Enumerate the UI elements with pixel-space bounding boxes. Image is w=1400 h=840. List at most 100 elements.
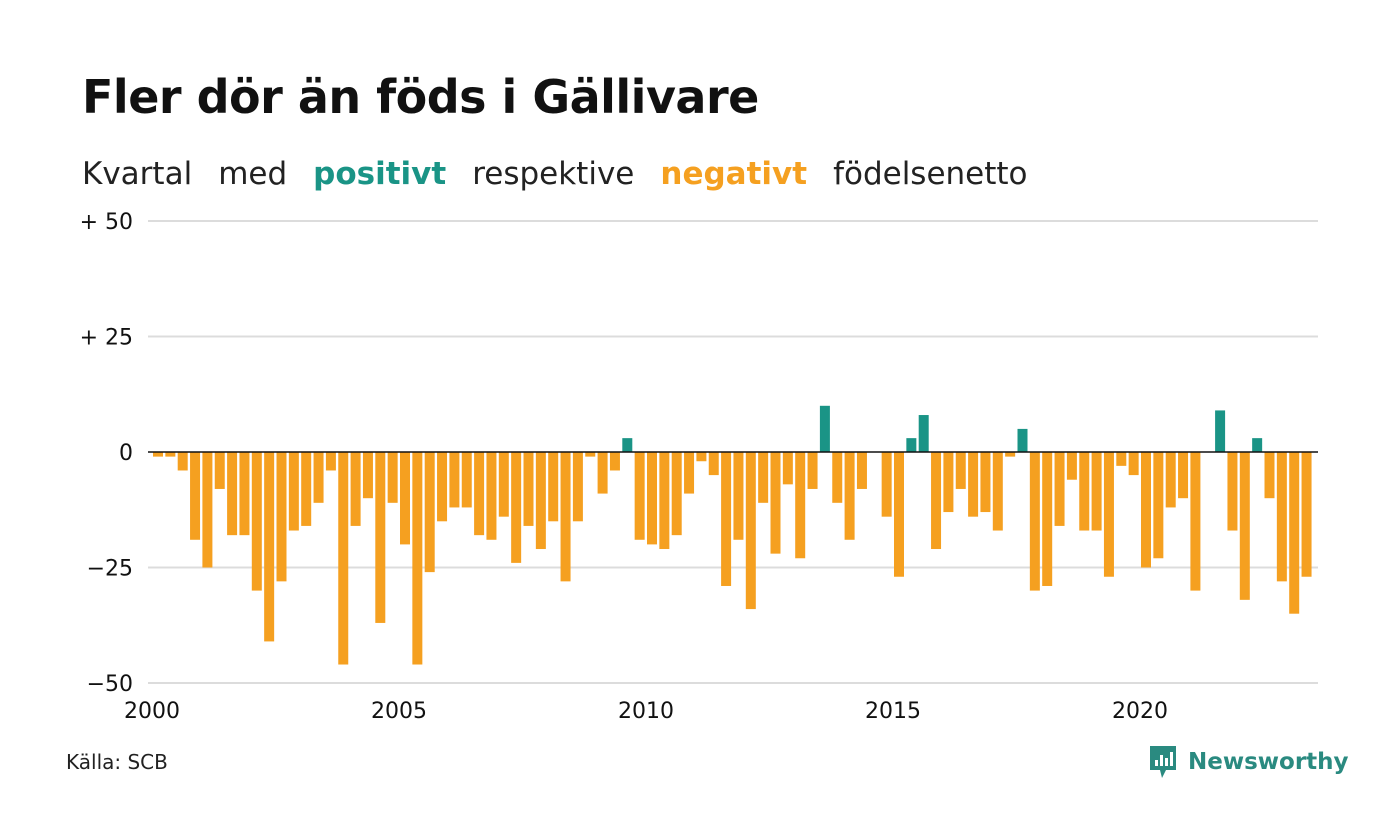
x-axis-ticks: 2000 2005 2010 2015 2020 <box>124 699 1168 724</box>
bars <box>148 405 1318 665</box>
bar <box>1005 452 1016 457</box>
bar <box>1215 410 1226 452</box>
subtitle-word-kvartal: Kvartal <box>82 156 193 192</box>
bar <box>659 452 670 550</box>
bar <box>795 452 806 559</box>
bar <box>498 452 509 517</box>
bar <box>881 452 892 517</box>
bar <box>523 452 534 526</box>
bar <box>1276 452 1287 582</box>
bar <box>400 452 410 545</box>
bar <box>721 452 732 586</box>
bar <box>968 452 979 517</box>
chart-subtitle: Kvartal med positivt respektive negativt föde… <box>82 156 1054 192</box>
newsworthy-logo-icon <box>1150 746 1176 778</box>
subtitle-word-fodelsenetto: födelsenetto <box>833 156 1028 192</box>
bar <box>1252 438 1263 452</box>
bar <box>424 452 435 573</box>
bar <box>449 452 460 508</box>
x-tick-label: 2020 <box>1112 699 1168 724</box>
subtitle-positive-word: positivt <box>313 156 447 192</box>
brand-logo[interactable]: Newsworthy <box>1148 744 1349 780</box>
bar <box>325 452 336 471</box>
bar <box>350 452 361 526</box>
bar <box>190 452 201 540</box>
bar-chart: + 50 + 25 0 −25 −50 2000 2005 2010 2015 2020 <box>80 210 1318 724</box>
bar <box>906 438 917 452</box>
bar <box>165 452 176 457</box>
source-note: Källa: SCB <box>66 750 168 774</box>
bar <box>894 452 904 577</box>
y-tick-label: −50 <box>87 672 133 697</box>
bar <box>647 452 657 545</box>
subtitle-word-respektive: respektive <box>472 156 635 192</box>
bar <box>819 405 830 452</box>
bar <box>931 452 942 550</box>
bar <box>980 452 991 513</box>
bar <box>1029 452 1040 591</box>
bar <box>1264 452 1275 499</box>
bar <box>1091 452 1102 531</box>
brand-name: Newsworthy <box>1188 749 1349 775</box>
bar <box>1054 452 1065 526</box>
x-tick-label: 2005 <box>371 699 427 724</box>
bar <box>622 438 633 452</box>
bar <box>943 452 954 513</box>
bar <box>177 452 188 471</box>
y-tick-label: 0 <box>119 441 133 466</box>
bar <box>461 452 472 508</box>
bar <box>239 452 250 536</box>
bar <box>708 452 719 476</box>
bar <box>1190 452 1201 591</box>
bar <box>745 452 756 610</box>
bar <box>560 452 571 582</box>
bar <box>214 452 225 489</box>
bar <box>832 452 843 503</box>
bar <box>671 452 682 536</box>
bar <box>992 452 1003 531</box>
bar <box>782 452 793 485</box>
subtitle-word-med: med <box>218 156 288 192</box>
bar <box>202 452 213 568</box>
bar <box>412 452 423 665</box>
bar <box>511 452 522 563</box>
bar <box>770 452 781 554</box>
bar <box>758 452 769 503</box>
bar <box>955 452 966 489</box>
bar <box>1289 452 1300 614</box>
bar <box>918 415 929 452</box>
bar <box>585 452 596 457</box>
bar <box>387 452 398 503</box>
bar <box>1239 452 1250 600</box>
y-tick-label: + 25 <box>80 326 133 351</box>
bar <box>572 452 583 522</box>
bar <box>375 452 386 623</box>
bar <box>474 452 485 536</box>
bar <box>1301 452 1312 577</box>
bar <box>264 452 275 642</box>
bar <box>362 452 373 499</box>
y-tick-label: −25 <box>87 557 133 582</box>
bar <box>1178 452 1189 499</box>
y-tick-label: + 50 <box>80 210 133 235</box>
bar <box>251 452 262 591</box>
y-axis-ticks: + 50 + 25 0 −25 −50 <box>80 210 133 697</box>
bar <box>535 452 546 550</box>
bar <box>634 452 645 540</box>
bar <box>1042 452 1053 586</box>
bar <box>153 452 163 457</box>
bar <box>733 452 744 540</box>
bar <box>288 452 299 531</box>
bar <box>276 452 287 582</box>
bar <box>301 452 312 526</box>
bar <box>227 452 238 536</box>
x-tick-label: 2000 <box>124 699 180 724</box>
bar <box>1116 452 1127 466</box>
bar <box>1165 452 1176 508</box>
bar <box>1017 428 1028 452</box>
bar <box>1227 452 1238 531</box>
bar <box>844 452 855 540</box>
bar <box>807 452 818 489</box>
bar <box>338 452 349 665</box>
bar <box>1141 452 1151 568</box>
